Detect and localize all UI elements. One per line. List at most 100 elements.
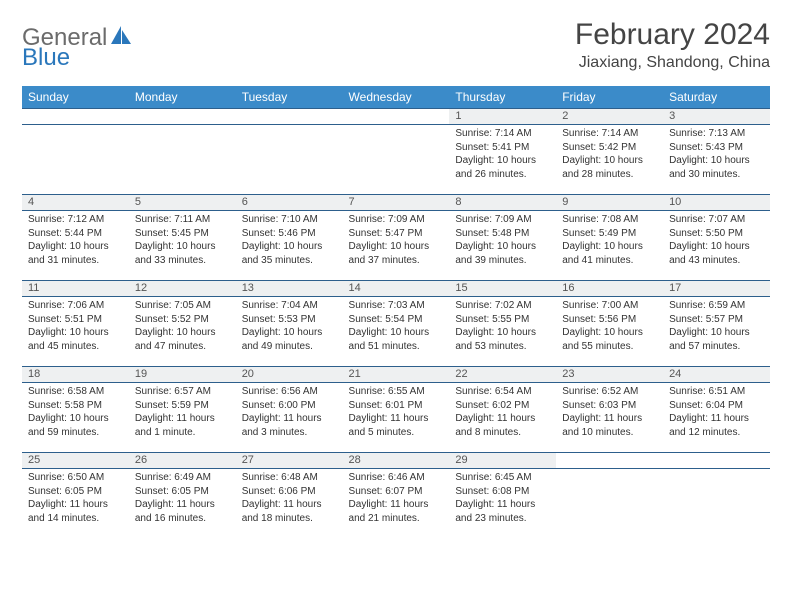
day-number-cell: 16 xyxy=(556,281,663,297)
day-header: Monday xyxy=(129,86,236,109)
day-number-cell: 15 xyxy=(449,281,556,297)
week-content-row: Sunrise: 7:06 AMSunset: 5:51 PMDaylight:… xyxy=(22,297,770,367)
week-content-row: Sunrise: 7:14 AMSunset: 5:41 PMDaylight:… xyxy=(22,125,770,195)
week-number-row: 123 xyxy=(22,109,770,125)
day-content-cell: Sunrise: 7:09 AMSunset: 5:48 PMDaylight:… xyxy=(449,211,556,281)
day-header: Friday xyxy=(556,86,663,109)
day-content-cell: Sunrise: 7:12 AMSunset: 5:44 PMDaylight:… xyxy=(22,211,129,281)
day-content-cell: Sunrise: 6:57 AMSunset: 5:59 PMDaylight:… xyxy=(129,383,236,453)
header: General February 2024 Jiaxiang, Shandong… xyxy=(22,18,770,72)
day-number-cell: 2 xyxy=(556,109,663,125)
day-number-cell: 24 xyxy=(663,367,770,383)
day-content: Sunrise: 6:57 AMSunset: 5:59 PMDaylight:… xyxy=(129,383,236,443)
day-content-cell: Sunrise: 6:50 AMSunset: 6:05 PMDaylight:… xyxy=(22,469,129,539)
day-content: Sunrise: 7:08 AMSunset: 5:49 PMDaylight:… xyxy=(556,211,663,271)
day-number-cell: 25 xyxy=(22,453,129,469)
week-number-row: 18192021222324 xyxy=(22,367,770,383)
day-number-cell: 5 xyxy=(129,195,236,211)
day-content-cell: Sunrise: 7:10 AMSunset: 5:46 PMDaylight:… xyxy=(236,211,343,281)
day-header: Saturday xyxy=(663,86,770,109)
day-content-cell xyxy=(343,125,450,195)
day-content: Sunrise: 7:02 AMSunset: 5:55 PMDaylight:… xyxy=(449,297,556,357)
day-content-cell: Sunrise: 6:55 AMSunset: 6:01 PMDaylight:… xyxy=(343,383,450,453)
day-number xyxy=(129,109,236,111)
week-content-row: Sunrise: 7:12 AMSunset: 5:44 PMDaylight:… xyxy=(22,211,770,281)
logo-sail-icon xyxy=(111,26,133,51)
day-content-cell: Sunrise: 7:06 AMSunset: 5:51 PMDaylight:… xyxy=(22,297,129,367)
day-content: Sunrise: 6:54 AMSunset: 6:02 PMDaylight:… xyxy=(449,383,556,443)
day-header: Sunday xyxy=(22,86,129,109)
day-content: Sunrise: 7:00 AMSunset: 5:56 PMDaylight:… xyxy=(556,297,663,357)
day-number-cell: 23 xyxy=(556,367,663,383)
day-content: Sunrise: 7:04 AMSunset: 5:53 PMDaylight:… xyxy=(236,297,343,357)
day-content-cell: Sunrise: 7:00 AMSunset: 5:56 PMDaylight:… xyxy=(556,297,663,367)
day-number-cell xyxy=(236,109,343,125)
day-header: Thursday xyxy=(449,86,556,109)
week-content-row: Sunrise: 6:50 AMSunset: 6:05 PMDaylight:… xyxy=(22,469,770,539)
day-content: Sunrise: 6:45 AMSunset: 6:08 PMDaylight:… xyxy=(449,469,556,529)
day-content-cell: Sunrise: 6:54 AMSunset: 6:02 PMDaylight:… xyxy=(449,383,556,453)
day-number: 23 xyxy=(556,367,663,381)
day-content: Sunrise: 6:46 AMSunset: 6:07 PMDaylight:… xyxy=(343,469,450,529)
title-block: February 2024 Jiaxiang, Shandong, China xyxy=(575,18,770,72)
day-number-cell: 14 xyxy=(343,281,450,297)
day-number-cell xyxy=(663,453,770,469)
day-number-cell: 7 xyxy=(343,195,450,211)
day-content-cell: Sunrise: 7:14 AMSunset: 5:41 PMDaylight:… xyxy=(449,125,556,195)
day-header: Wednesday xyxy=(343,86,450,109)
day-number: 7 xyxy=(343,195,450,209)
day-content-cell: Sunrise: 6:45 AMSunset: 6:08 PMDaylight:… xyxy=(449,469,556,539)
day-content: Sunrise: 7:03 AMSunset: 5:54 PMDaylight:… xyxy=(343,297,450,357)
day-content: Sunrise: 7:09 AMSunset: 5:47 PMDaylight:… xyxy=(343,211,450,271)
day-content xyxy=(663,469,770,475)
day-number-cell: 28 xyxy=(343,453,450,469)
day-number-cell: 17 xyxy=(663,281,770,297)
day-number: 29 xyxy=(449,453,556,467)
day-number: 26 xyxy=(129,453,236,467)
day-number: 12 xyxy=(129,281,236,295)
day-content: Sunrise: 6:49 AMSunset: 6:05 PMDaylight:… xyxy=(129,469,236,529)
day-content-cell: Sunrise: 7:07 AMSunset: 5:50 PMDaylight:… xyxy=(663,211,770,281)
day-number: 13 xyxy=(236,281,343,295)
day-content-cell: Sunrise: 6:48 AMSunset: 6:06 PMDaylight:… xyxy=(236,469,343,539)
day-number-cell: 9 xyxy=(556,195,663,211)
day-number-cell: 6 xyxy=(236,195,343,211)
day-number: 6 xyxy=(236,195,343,209)
day-number: 9 xyxy=(556,195,663,209)
day-number-cell: 12 xyxy=(129,281,236,297)
day-content: Sunrise: 6:55 AMSunset: 6:01 PMDaylight:… xyxy=(343,383,450,443)
day-content: Sunrise: 7:11 AMSunset: 5:45 PMDaylight:… xyxy=(129,211,236,271)
day-number: 8 xyxy=(449,195,556,209)
day-number-cell: 22 xyxy=(449,367,556,383)
day-content: Sunrise: 7:09 AMSunset: 5:48 PMDaylight:… xyxy=(449,211,556,271)
day-number: 2 xyxy=(556,109,663,123)
day-number-cell: 1 xyxy=(449,109,556,125)
day-header: Tuesday xyxy=(236,86,343,109)
day-content: Sunrise: 6:51 AMSunset: 6:04 PMDaylight:… xyxy=(663,383,770,443)
day-content-cell: Sunrise: 6:59 AMSunset: 5:57 PMDaylight:… xyxy=(663,297,770,367)
day-content-cell: Sunrise: 7:13 AMSunset: 5:43 PMDaylight:… xyxy=(663,125,770,195)
day-content: Sunrise: 6:48 AMSunset: 6:06 PMDaylight:… xyxy=(236,469,343,529)
day-content-cell: Sunrise: 7:02 AMSunset: 5:55 PMDaylight:… xyxy=(449,297,556,367)
location: Jiaxiang, Shandong, China xyxy=(575,54,770,72)
day-number-cell: 3 xyxy=(663,109,770,125)
day-content-cell: Sunrise: 6:52 AMSunset: 6:03 PMDaylight:… xyxy=(556,383,663,453)
day-number: 5 xyxy=(129,195,236,209)
day-number-cell: 20 xyxy=(236,367,343,383)
day-number: 17 xyxy=(663,281,770,295)
week-number-row: 2526272829 xyxy=(22,453,770,469)
week-number-row: 45678910 xyxy=(22,195,770,211)
day-content: Sunrise: 6:59 AMSunset: 5:57 PMDaylight:… xyxy=(663,297,770,357)
day-number: 10 xyxy=(663,195,770,209)
day-number-cell: 10 xyxy=(663,195,770,211)
day-number: 15 xyxy=(449,281,556,295)
day-content-cell: Sunrise: 6:56 AMSunset: 6:00 PMDaylight:… xyxy=(236,383,343,453)
day-number: 20 xyxy=(236,367,343,381)
day-number: 22 xyxy=(449,367,556,381)
day-content: Sunrise: 7:13 AMSunset: 5:43 PMDaylight:… xyxy=(663,125,770,185)
logo-text-blue: Blue xyxy=(22,44,70,71)
day-number-cell xyxy=(129,109,236,125)
day-content: Sunrise: 6:58 AMSunset: 5:58 PMDaylight:… xyxy=(22,383,129,443)
day-number-cell: 13 xyxy=(236,281,343,297)
day-content-cell: Sunrise: 7:09 AMSunset: 5:47 PMDaylight:… xyxy=(343,211,450,281)
